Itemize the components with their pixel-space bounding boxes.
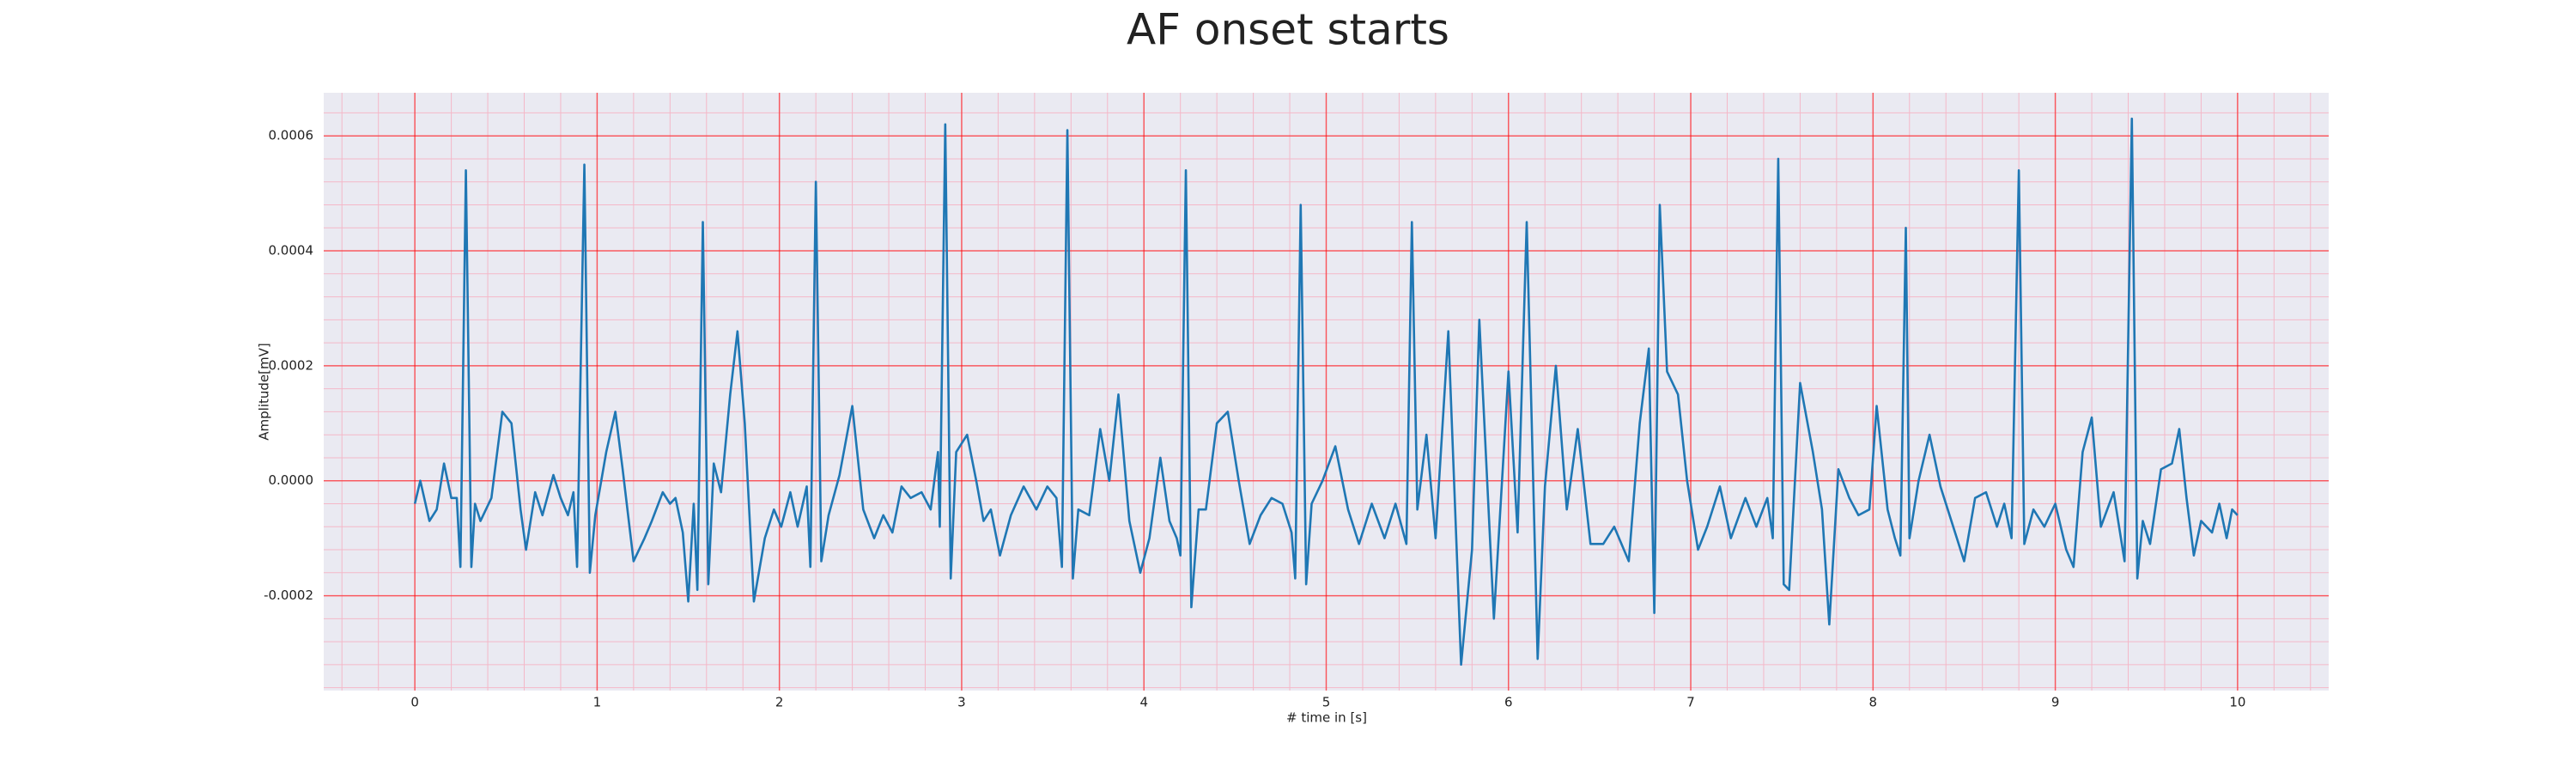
major-grid xyxy=(324,93,2329,691)
y-tick-label: 0.0004 xyxy=(269,243,314,259)
x-tick-label: 8 xyxy=(1869,695,1878,710)
x-tick-label: 2 xyxy=(775,695,784,710)
x-tick-label: 4 xyxy=(1139,695,1148,710)
x-tick-label: 3 xyxy=(957,695,966,710)
x-tick-label: 10 xyxy=(2229,695,2245,710)
x-tick-label: 5 xyxy=(1322,695,1331,710)
y-axis-label: Amplitude[mV] xyxy=(257,343,272,440)
signal-line xyxy=(413,117,2239,666)
series xyxy=(413,117,2239,666)
x-tick-label: 0 xyxy=(410,695,419,710)
tick-labels: 0 1 2 3 4 5 6 7 8 9 10 -0.0002 0.0000 0.0002 0.0004 0.0… xyxy=(264,128,2245,710)
x-axis-label: # time in [s] xyxy=(1286,710,1367,726)
x-tick-label: 9 xyxy=(2051,695,2060,710)
y-tick-label: 0.0002 xyxy=(269,357,314,373)
x-tick-label: 6 xyxy=(1504,695,1513,710)
x-tick-label: 1 xyxy=(593,695,602,710)
chart-title: AF onset starts xyxy=(1127,5,1449,55)
y-tick-label: 0.0006 xyxy=(269,128,314,143)
y-tick-label: 0.0000 xyxy=(269,472,314,488)
y-tick-label: -0.0002 xyxy=(264,587,313,603)
x-tick-label: 7 xyxy=(1686,695,1695,710)
